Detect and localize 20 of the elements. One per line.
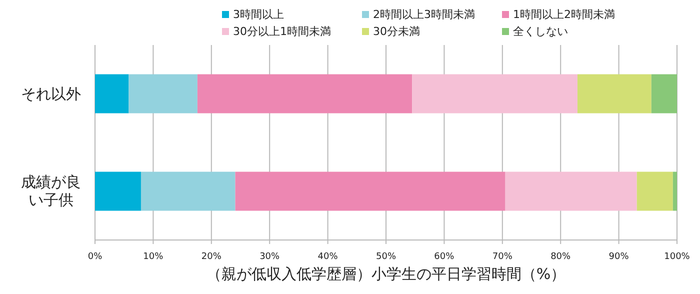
x-tick-label: 0% <box>88 252 102 262</box>
x-tick-label: 80% <box>550 252 571 262</box>
x-tick-label: 50% <box>376 252 396 262</box>
x-tick-label: 10% <box>143 252 164 262</box>
x-tick-label: 40% <box>318 252 338 262</box>
legend-label: 全くしない <box>513 25 568 38</box>
x-tick-label: 100% <box>664 252 690 262</box>
x-tick-label: 90% <box>608 252 629 262</box>
x-tick-label: 60% <box>434 252 454 262</box>
legend-label: 30分以上1時間未満 <box>233 25 331 38</box>
legend-label: 2時間以上3時間未満 <box>373 8 475 21</box>
y-tick-label: 成績が良い子供 <box>20 173 82 210</box>
legend-label: 3時間以上 <box>233 8 284 21</box>
x-axis-title: （親が低収入低学歴層）小学生の平日学習時間（%） <box>206 265 566 284</box>
legend-label: 1時間以上2時間未満 <box>513 8 615 21</box>
legend-label: 30分未満 <box>373 25 420 38</box>
x-tick-label: 70% <box>492 252 512 262</box>
x-tick-label: 30% <box>260 252 280 262</box>
y-tick-label: それ以外 <box>20 84 82 103</box>
x-tick-label: 20% <box>201 252 222 262</box>
